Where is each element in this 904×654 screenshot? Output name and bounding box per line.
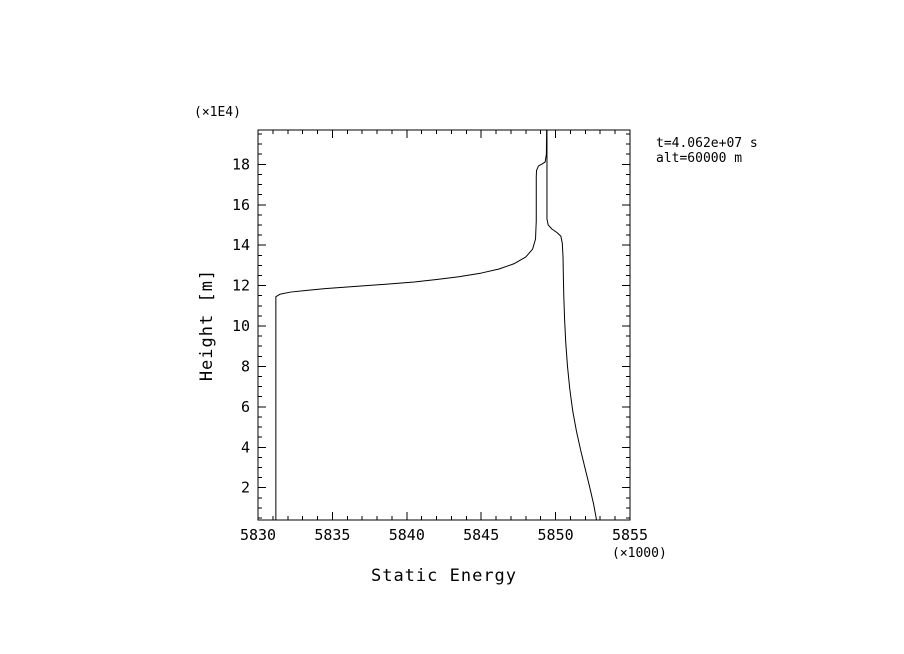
x-tick-label: 5830 [240,526,276,544]
x-axis-title: Static Energy [370,566,518,586]
y-axis-title: Height [m] [197,268,217,382]
annotation-altitude: alt=60000 m [656,151,743,166]
x-tick-label: 5840 [389,526,425,544]
series-line-static-energy-profile-lower [275,129,548,520]
y-tick-label: 18 [232,155,250,173]
y-tick-label: 6 [241,398,250,416]
y-axis-scale-note: (×1E4) [194,105,241,120]
x-axis-scale-note: (×1000) [612,546,667,561]
y-tick-label: 14 [232,236,250,254]
y-tick-label: 12 [232,277,250,295]
x-tick-label: 5845 [463,526,499,544]
tick-labels-group: 5830 5835 5840 5845 5850 5855 2 4 6 8 10 12 14 16 18 [232,155,648,544]
y-tick-label: 2 [241,479,250,497]
plot-frame [257,129,631,521]
x-tick-label: 5850 [538,526,574,544]
y-tick-label: 4 [241,438,250,456]
x-tick-label: 5835 [314,526,350,544]
y-tick-label: 10 [232,317,250,335]
series-line-static-energy-profile-upper [546,130,598,521]
axes-group [257,129,631,521]
y-tick-label: 8 [241,357,250,375]
x-tick-label: 5855 [612,526,648,544]
annotation-time: t=4.062e+07 s [656,136,758,151]
y-tick-label: 16 [232,196,250,214]
